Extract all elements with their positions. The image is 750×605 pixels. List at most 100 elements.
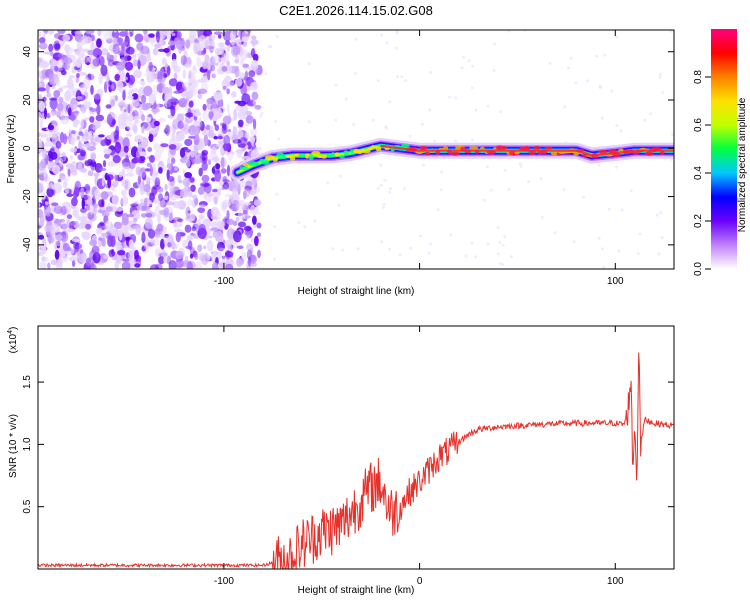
heatmap-cell: [67, 168, 71, 177]
heatmap-cell: [44, 107, 47, 120]
heatmap-cell: [224, 64, 233, 75]
heatmap-cell: [179, 147, 186, 158]
heatmap-cell: [80, 168, 88, 173]
heatmap-cell: [297, 221, 301, 224]
heatmap-cell: [307, 62, 311, 66]
heatmap-cell: [237, 221, 247, 228]
heatmap-cell: [244, 230, 251, 236]
heatmap-cell: [250, 81, 259, 91]
heatmap-cell: [147, 147, 153, 152]
heatmap-cell: [245, 188, 251, 198]
heatmap-cell: [134, 156, 142, 163]
heatmap-cell: [112, 37, 118, 48]
heatmap-cell: [105, 104, 112, 109]
heatmap-cell: [408, 134, 412, 138]
heatmap-cell: [600, 116, 604, 120]
heatmap-cell: [398, 253, 402, 257]
heatmap-cell: [185, 206, 191, 218]
heatmap-cell: [68, 75, 76, 79]
heatmap-cell: [101, 237, 106, 247]
heatmap-cell: [107, 161, 116, 167]
heatmap-cell: [63, 57, 73, 65]
heatmap-cell: [38, 101, 46, 113]
heatmap-cell: [171, 123, 176, 128]
heatmap-cell: [569, 56, 573, 60]
heatmap-cell: [51, 84, 56, 90]
heatmap-cell: [43, 256, 49, 262]
heatmap-cell: [118, 99, 125, 106]
heatmap-cell: [90, 152, 97, 161]
spectrogram-y-tick-label: 40: [22, 46, 33, 58]
heatmap-cell: [164, 183, 168, 191]
heatmap-cell: [225, 263, 234, 269]
heatmap-cell: [201, 150, 205, 157]
heatmap-cell: [49, 97, 58, 101]
heatmap-cell: [139, 198, 145, 204]
heatmap-cell: [45, 136, 52, 142]
heatmap-cell: [275, 192, 279, 196]
heatmap-cell: [121, 183, 126, 187]
heatmap-cell: [197, 186, 205, 195]
heatmap-cell: [210, 65, 216, 72]
heatmap-cell: [251, 48, 256, 58]
heatmap-cell: [145, 212, 153, 218]
heatmap-cell: [199, 182, 209, 188]
heatmap-cell: [38, 93, 42, 101]
heatmap-cell: [429, 70, 433, 74]
heatmap-cell: [173, 219, 178, 228]
heatmap-cell: [194, 254, 199, 260]
heatmap-cell: [125, 173, 135, 177]
heatmap-cell: [89, 116, 95, 123]
heatmap-cell: [638, 232, 642, 236]
snr-y-ticks: 0.5 1.0 1.5: [22, 375, 674, 514]
heatmap-cell: [337, 203, 341, 207]
heatmap-cell: [248, 66, 257, 71]
heatmap-cell: [80, 150, 86, 157]
heatmap-cell: [165, 201, 175, 206]
heatmap-cell: [143, 85, 153, 97]
heatmap-cell: [257, 211, 261, 215]
heatmap-cell: [38, 31, 42, 37]
heatmap-cell: [80, 104, 87, 114]
heatmap-cell: [657, 252, 661, 256]
heatmap-cell: [196, 30, 205, 35]
heatmap-cell: [257, 249, 261, 259]
heatmap-cell: [38, 81, 43, 87]
heatmap-cell: [43, 51, 52, 55]
heatmap-cell: [38, 234, 45, 240]
heatmap-cell: [388, 190, 392, 194]
heatmap-cell: [220, 147, 224, 154]
heatmap-cell: [158, 117, 166, 123]
heatmap-cell: [213, 196, 218, 205]
heatmap-cell: [217, 242, 221, 250]
heatmap-cell: [149, 154, 155, 163]
heatmap-cell: [232, 125, 237, 136]
heatmap-cell: [112, 180, 119, 188]
heatmap-cell: [106, 113, 113, 125]
heatmap-cell: [356, 247, 360, 251]
heatmap-cell: [250, 204, 259, 216]
snr-x-tick-label: -100: [214, 576, 234, 587]
heatmap-cell: [69, 133, 75, 145]
heatmap-cell: [497, 252, 500, 256]
heatmap-cell: [187, 190, 193, 198]
heatmap-cell: [146, 73, 155, 83]
heatmap-cell: [156, 79, 163, 83]
heatmap-cell: [113, 54, 118, 63]
heatmap-cell: [182, 69, 186, 79]
heatmap-cell: [180, 55, 187, 66]
heatmap-cell: [184, 149, 191, 153]
heatmap-cell: [68, 82, 75, 90]
heatmap-cell: [409, 246, 413, 250]
heatmap-cell: [203, 245, 207, 250]
heatmap-cell: [221, 156, 225, 169]
heatmap-cell: [170, 157, 176, 164]
heatmap-ridge-cell: [424, 151, 431, 156]
heatmap-cell: [242, 63, 250, 68]
heatmap-ridge-cell: [370, 145, 376, 149]
heatmap-cell: [503, 235, 507, 239]
heatmap-cell: [449, 233, 453, 237]
heatmap-ridge-cell: [261, 160, 270, 165]
heatmap-cell: [143, 183, 151, 193]
heatmap-cell: [165, 30, 174, 33]
